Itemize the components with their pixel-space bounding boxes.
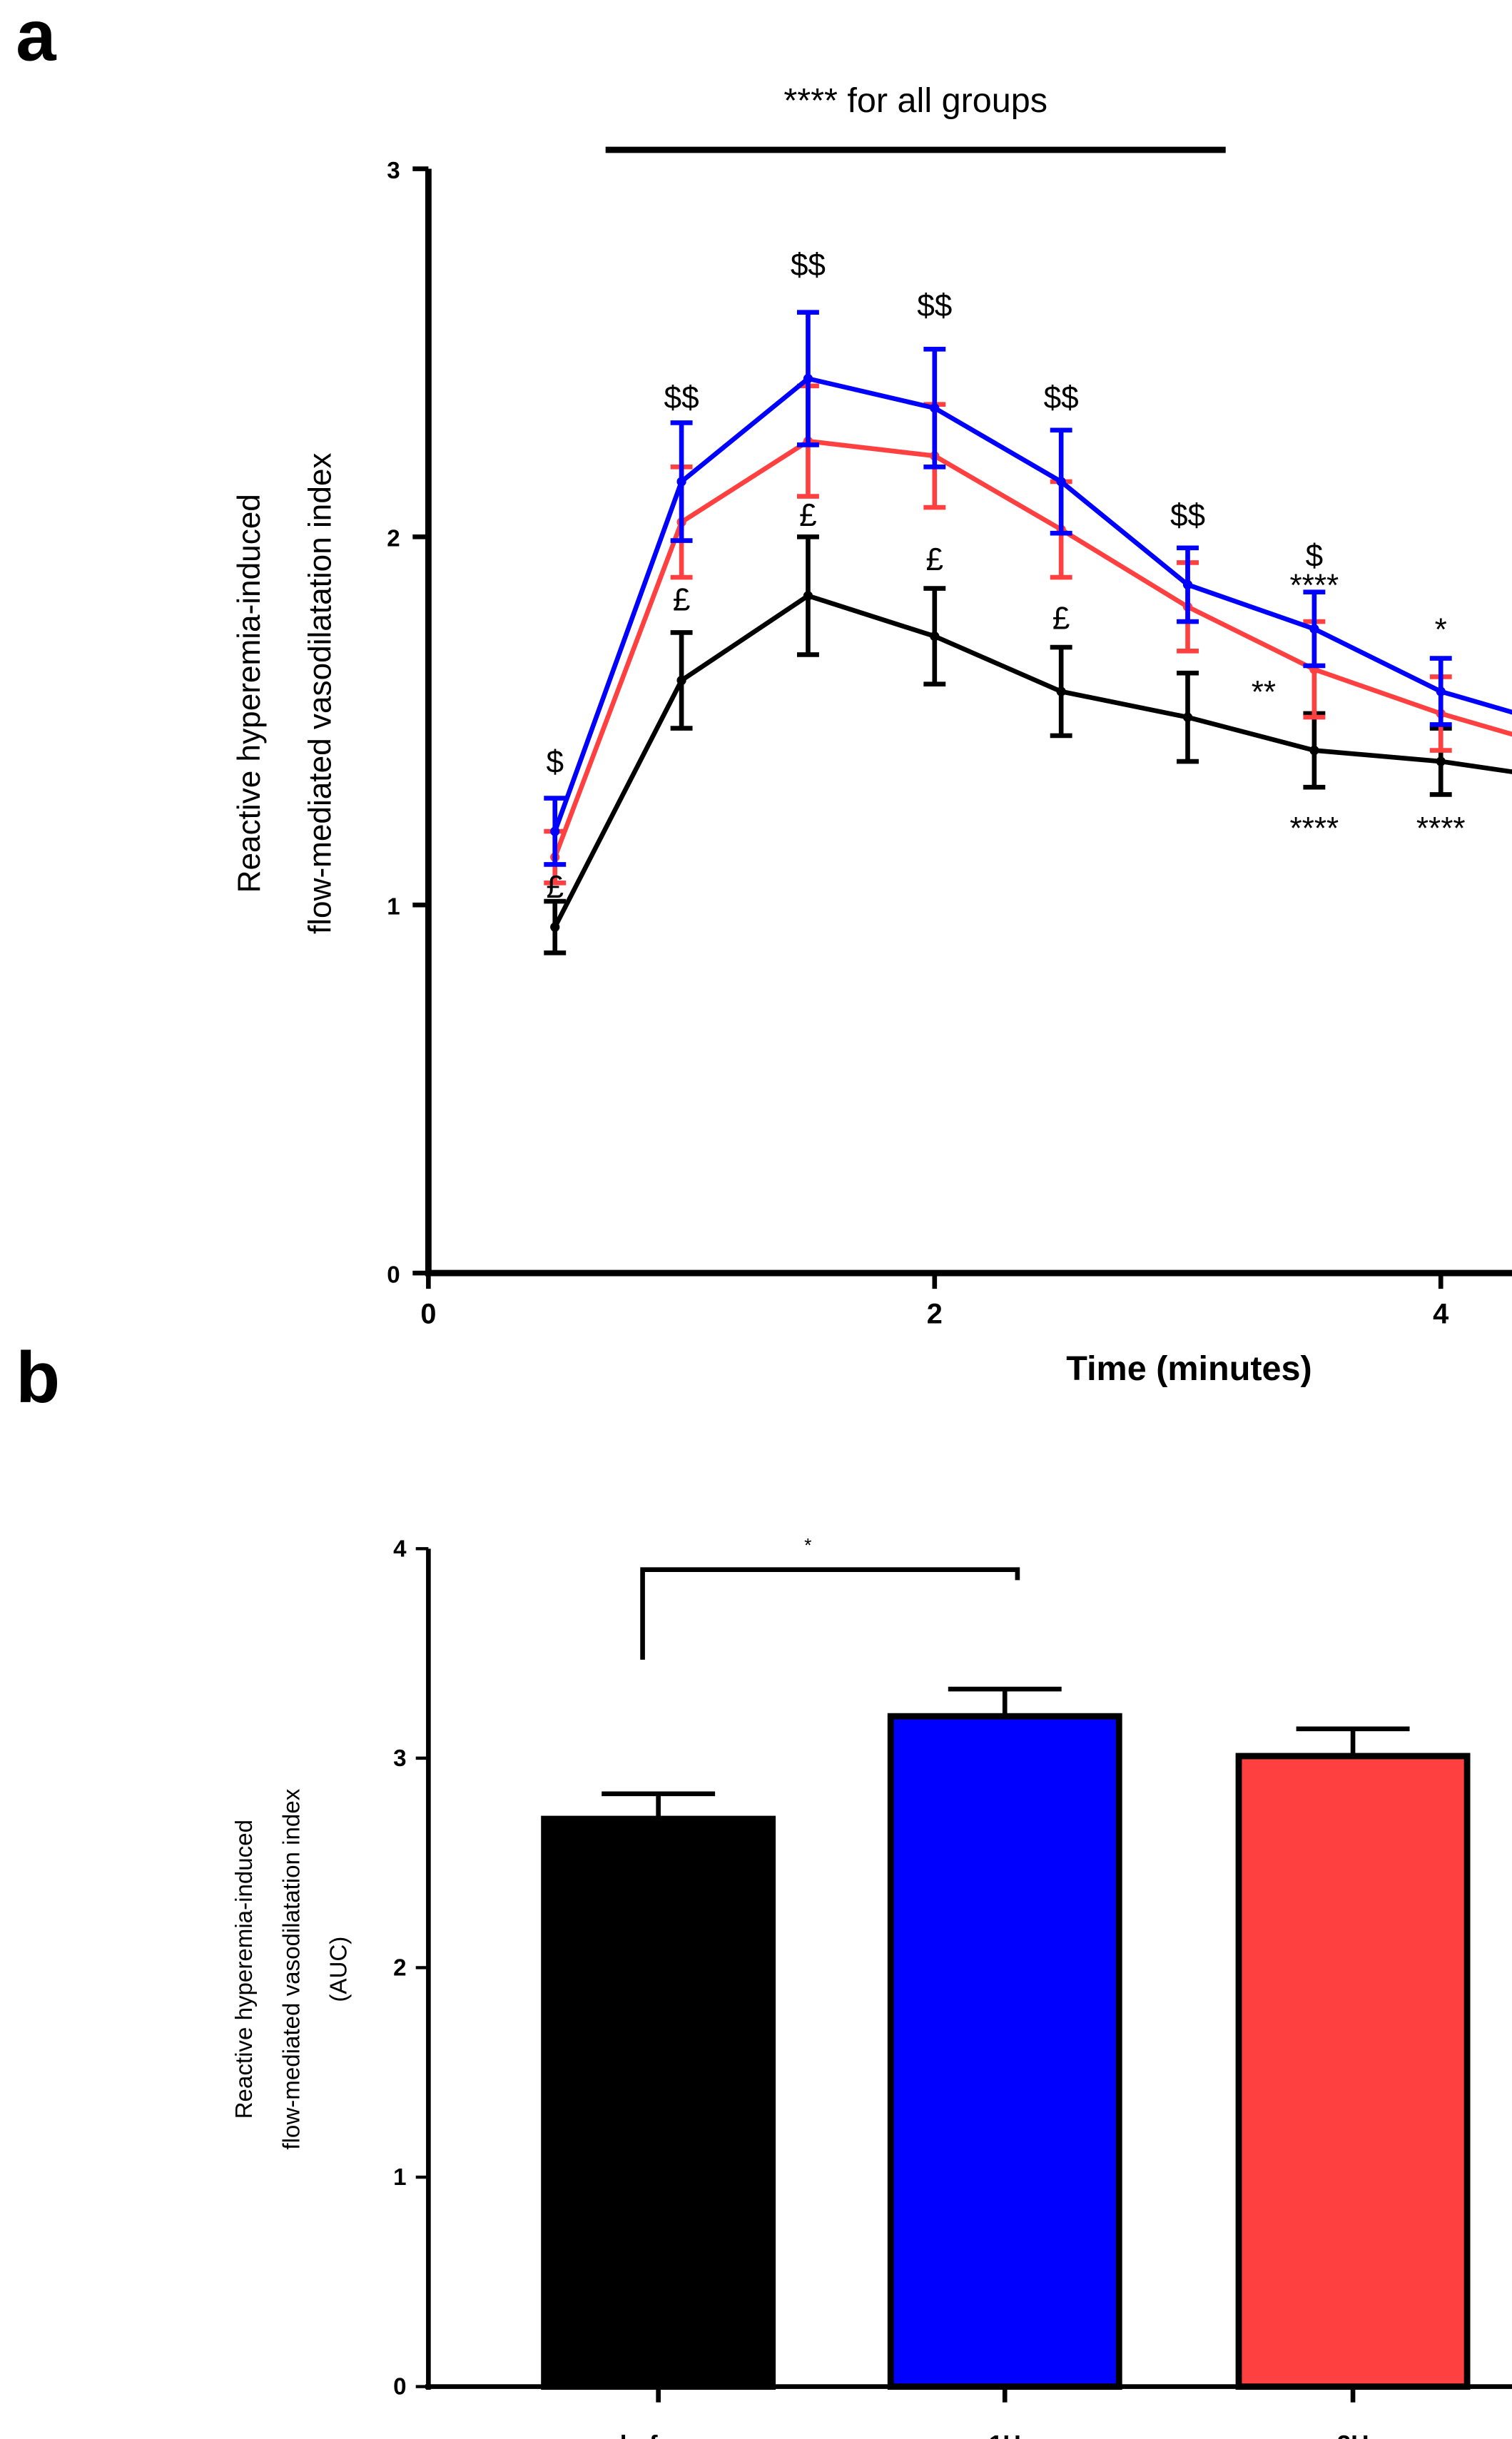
data-point — [1056, 477, 1066, 487]
chart-a-ylabel-line2: flow-mediated vasodilatation index — [303, 452, 338, 934]
significance-label: * — [804, 1535, 811, 1556]
bar-1H — [887, 1713, 1122, 2390]
x-tick-label: before — [620, 2430, 697, 2439]
significance-label: **** for all groups — [783, 81, 1047, 120]
chart-b: Reactive hyperemia-induced flow-mediated… — [231, 1535, 1512, 2439]
data-point — [803, 591, 813, 601]
chart-b-ylabel-line3: (AUC) — [326, 1937, 352, 2002]
chart-b-ylabel-line1: Reactive hyperemia-induced — [231, 1820, 258, 2119]
annotation: **** — [1290, 568, 1339, 603]
x-tick-label: 1H — [989, 2430, 1021, 2439]
chart-a-ylabel-line1: Reactive hyperemia-induced — [232, 494, 267, 893]
annotation: $ — [1306, 539, 1324, 574]
y-tick-label: 0 — [393, 2374, 406, 2400]
annotation: £ — [673, 583, 691, 618]
y-tick-label: 0 — [387, 1262, 400, 1288]
annotation: ** — [1252, 674, 1276, 709]
data-point — [550, 826, 560, 836]
annotation: $$ — [917, 288, 952, 323]
data-point — [1436, 686, 1446, 696]
annotation: * — [1435, 612, 1447, 647]
annotation: $$ — [664, 380, 699, 415]
data-point — [803, 373, 813, 384]
annotation: £ — [546, 870, 564, 905]
annotation: £ — [926, 542, 944, 577]
x-tick-label: 2 — [927, 1299, 943, 1330]
y-tick-label: 1 — [387, 893, 400, 920]
data-point — [1309, 624, 1319, 634]
chart-a: Time (minutes) Reactive hyperemia-induce… — [232, 81, 1512, 1388]
y-tick-label: 2 — [393, 1955, 406, 1982]
y-tick-label: 3 — [387, 158, 400, 184]
y-tick-label: 3 — [393, 1745, 406, 1772]
data-point — [1309, 745, 1319, 756]
series-line-before — [552, 593, 1512, 928]
annotation: £ — [799, 498, 817, 533]
chart-b-ylabel-line2: flow-mediated vasodilatation index — [278, 1788, 305, 2149]
data-point — [930, 403, 940, 413]
data-point — [1182, 712, 1193, 722]
chart-a-xlabel: Time (minutes) — [1066, 1349, 1311, 1388]
annotation: $ — [546, 745, 564, 780]
data-point — [1436, 756, 1446, 766]
y-tick-label: 2 — [387, 526, 400, 552]
data-point — [676, 477, 686, 487]
x-tick-label: 0 — [420, 1299, 436, 1330]
series-line-2H — [552, 438, 1512, 858]
panel-label-a: a — [16, 0, 57, 76]
annotation: $$ — [1044, 380, 1079, 415]
bar-2H — [1235, 1753, 1471, 2390]
annotation: $$ — [791, 248, 826, 283]
data-point — [1182, 579, 1193, 590]
data-point — [930, 632, 940, 642]
series-line-1H — [552, 375, 1512, 833]
data-point — [1056, 686, 1066, 696]
bar-before — [541, 1815, 776, 2390]
annotation: £ — [1052, 601, 1070, 636]
y-tick-label: 1 — [393, 2164, 406, 2191]
x-tick-label: 4 — [1433, 1299, 1448, 1330]
annotation: **** — [1416, 811, 1466, 846]
data-point — [550, 922, 560, 932]
data-point — [676, 675, 686, 686]
panel-label-b: b — [16, 1337, 60, 1418]
significance-bracket — [640, 1567, 1020, 1660]
x-tick-label: 2H — [1337, 2430, 1369, 2439]
annotation: $$ — [1170, 498, 1205, 533]
annotation: **** — [1290, 811, 1339, 846]
y-tick-label: 4 — [393, 1536, 407, 1562]
